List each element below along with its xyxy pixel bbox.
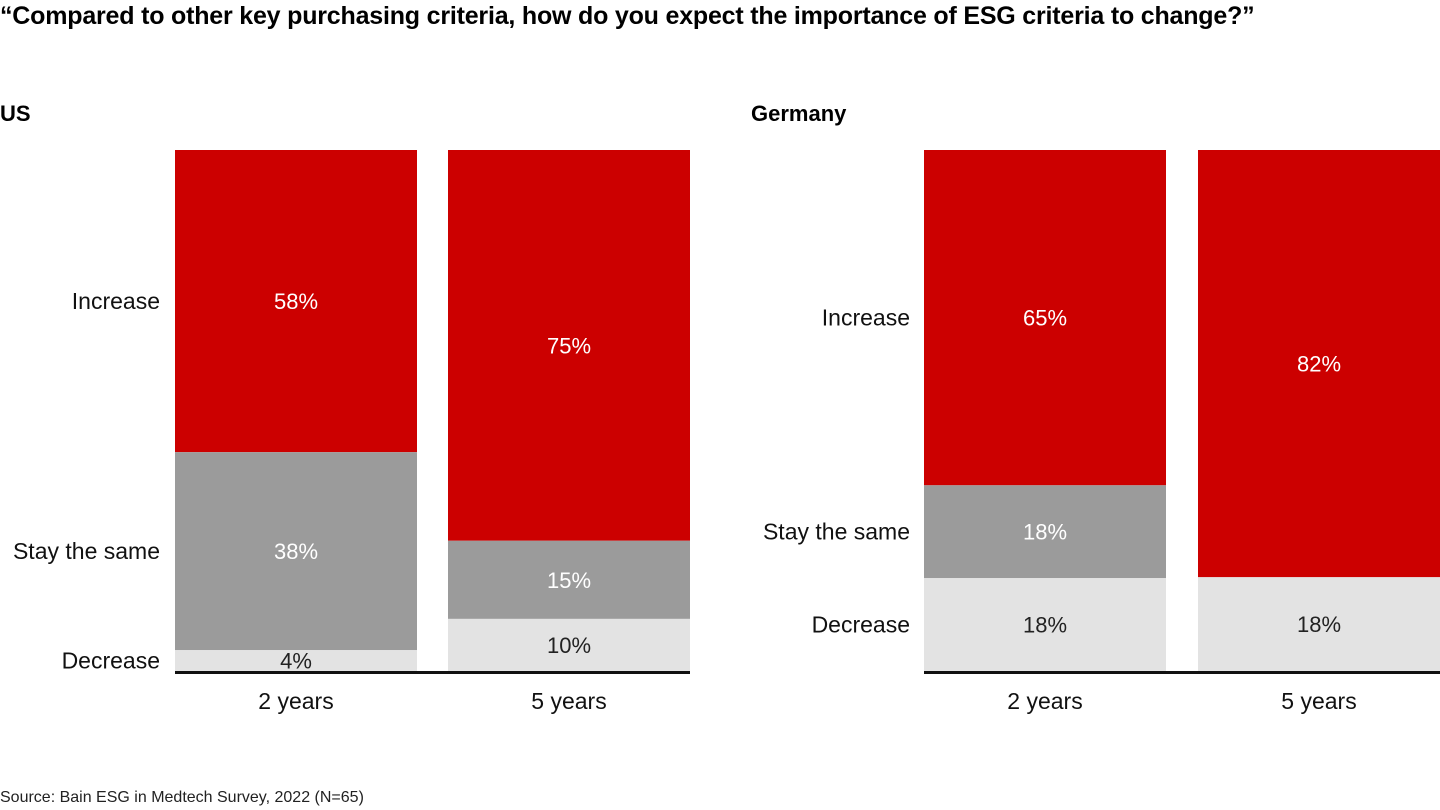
bar-segment-germany-increase <box>1198 150 1440 578</box>
row-label: Decrease <box>62 648 160 674</box>
bar-segment-us-stay-the-same <box>448 540 690 619</box>
bar-segment-germany-decrease <box>924 578 1166 671</box>
bar-segment-germany-decrease <box>1198 577 1440 671</box>
data-label: 75% <box>547 333 591 358</box>
data-label: 38% <box>274 539 318 564</box>
data-label: 18% <box>1297 612 1341 637</box>
x-tick-label: 5 years <box>1281 688 1356 714</box>
data-label: 18% <box>1023 613 1067 638</box>
baseline-axis <box>175 671 690 674</box>
data-label: 4% <box>280 649 312 674</box>
chart-title: “Compared to other key purchasing criter… <box>0 2 1255 30</box>
x-tick-label: 2 years <box>258 688 333 714</box>
row-label: Increase <box>822 305 910 331</box>
bar-segment-us-stay-the-same <box>175 452 417 651</box>
row-label: Increase <box>72 288 160 314</box>
bar-segment-us-increase <box>448 150 690 541</box>
bar-segment-us-decrease <box>175 650 417 671</box>
data-label: 15% <box>547 568 591 593</box>
bar-segment-us-increase <box>175 150 417 453</box>
data-label: 18% <box>1023 520 1067 545</box>
data-label: 10% <box>547 633 591 658</box>
bar-segment-germany-increase <box>924 150 1166 486</box>
source-note: Source: Bain ESG in Medtech Survey, 2022… <box>0 789 364 806</box>
row-label: Decrease <box>812 612 910 638</box>
bar-segment-germany-stay-the-same <box>924 485 1166 579</box>
panel-title-us: US <box>0 101 31 126</box>
data-label: 82% <box>1297 352 1341 377</box>
row-label: Stay the same <box>763 519 910 545</box>
baseline-axis <box>924 671 1440 674</box>
x-tick-label: 5 years <box>531 688 606 714</box>
row-label: Stay the same <box>13 538 160 564</box>
bar-segment-us-decrease <box>448 618 690 671</box>
data-label: 65% <box>1023 306 1067 331</box>
data-label: 58% <box>274 289 318 314</box>
panel-title-germany: Germany <box>751 101 847 126</box>
x-tick-label: 2 years <box>1007 688 1082 714</box>
